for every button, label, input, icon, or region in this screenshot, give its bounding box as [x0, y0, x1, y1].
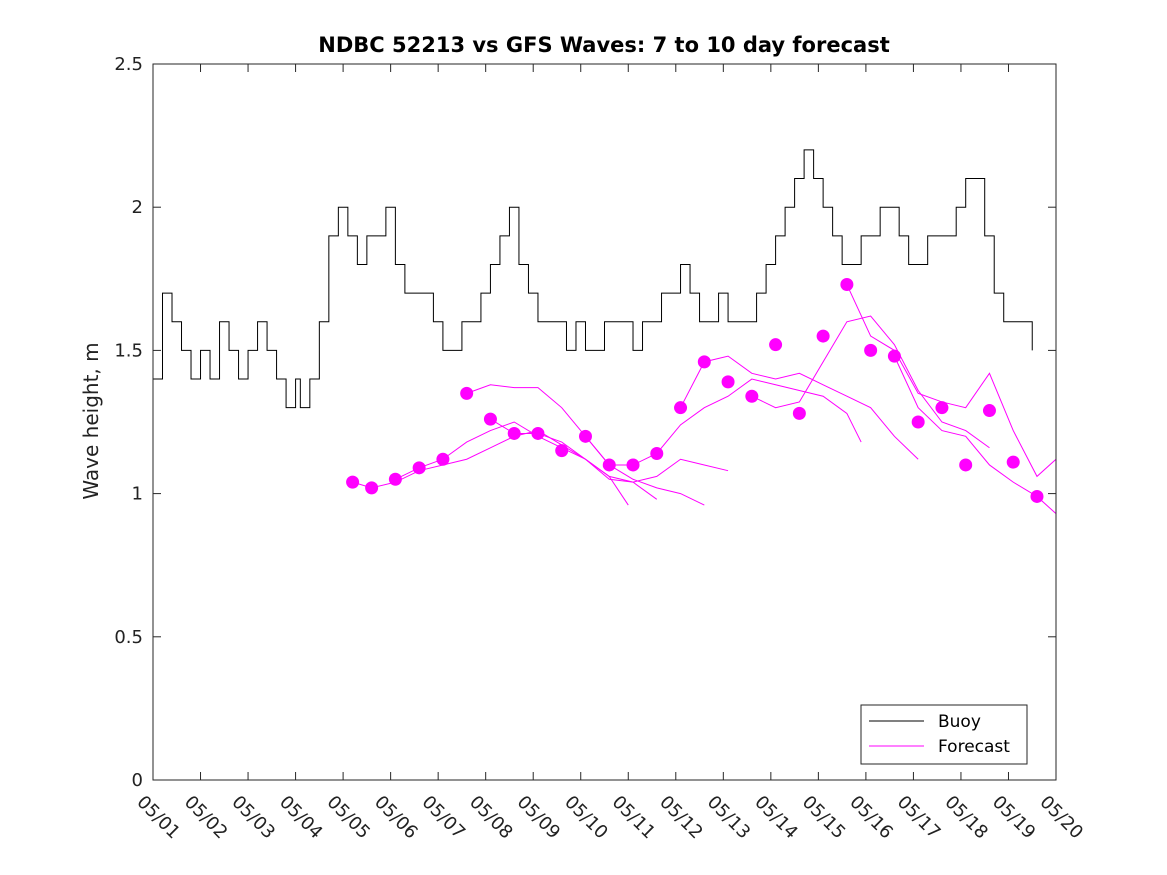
forecast-point: [721, 375, 735, 389]
y-axis-label: Wave height, m: [79, 342, 103, 499]
forecast-point: [412, 461, 426, 475]
forecast-point: [959, 458, 973, 472]
forecast-trace-line: [680, 355, 919, 460]
chart-title: NDBC 52213 vs GFS Waves: 7 to 10 day for…: [318, 33, 889, 57]
forecast-point: [507, 426, 521, 440]
forecast-point: [982, 404, 996, 418]
forecast-point: [626, 458, 640, 472]
forecast-point: [911, 415, 925, 429]
buoy-series-line: [153, 149, 1033, 409]
forecast-point: [816, 329, 830, 343]
forecast-point: [460, 386, 474, 400]
y-tick-label: 1: [132, 484, 143, 505]
forecast-point: [555, 444, 569, 458]
legend-box: [860, 704, 1028, 765]
y-tick-label: 2.5: [114, 54, 143, 75]
y-tick-label: 1.5: [114, 340, 143, 361]
forecast-point: [578, 429, 592, 443]
legend: Buoy Forecast: [860, 704, 1028, 765]
series-layer: [153, 149, 1057, 515]
forecast-trace-line: [846, 284, 1057, 478]
forecast-point: [1006, 455, 1020, 469]
forecast-point: [745, 389, 759, 403]
y-tick-label: 0: [132, 770, 143, 791]
forecast-point: [864, 343, 878, 357]
forecast-point: [436, 452, 450, 466]
forecast-point: [697, 355, 711, 369]
forecast-point: [1030, 489, 1044, 503]
legend-label-forecast: Forecast: [938, 737, 1010, 757]
forecast-trace-line: [751, 315, 990, 449]
forecast-point: [531, 426, 545, 440]
forecast-point: [650, 447, 664, 461]
forecast-point: [388, 472, 402, 486]
forecast-trace-line: [490, 418, 729, 483]
forecast-point: [483, 412, 497, 426]
forecast-point: [602, 458, 616, 472]
forecast-point: [769, 338, 783, 352]
forecast-point: [792, 406, 806, 420]
forecast-point: [935, 401, 949, 415]
forecast-point: [887, 349, 901, 363]
forecast-point: [346, 475, 360, 489]
legend-label-buoy: Buoy: [938, 712, 981, 732]
y-tick-label: 0.5: [114, 627, 143, 648]
y-tick-label: 2: [132, 197, 143, 218]
plot-area: [153, 64, 1056, 780]
forecast-point: [674, 401, 688, 415]
forecast-point: [365, 481, 379, 495]
forecast-point: [840, 278, 854, 292]
axes-frame: [152, 63, 1057, 781]
